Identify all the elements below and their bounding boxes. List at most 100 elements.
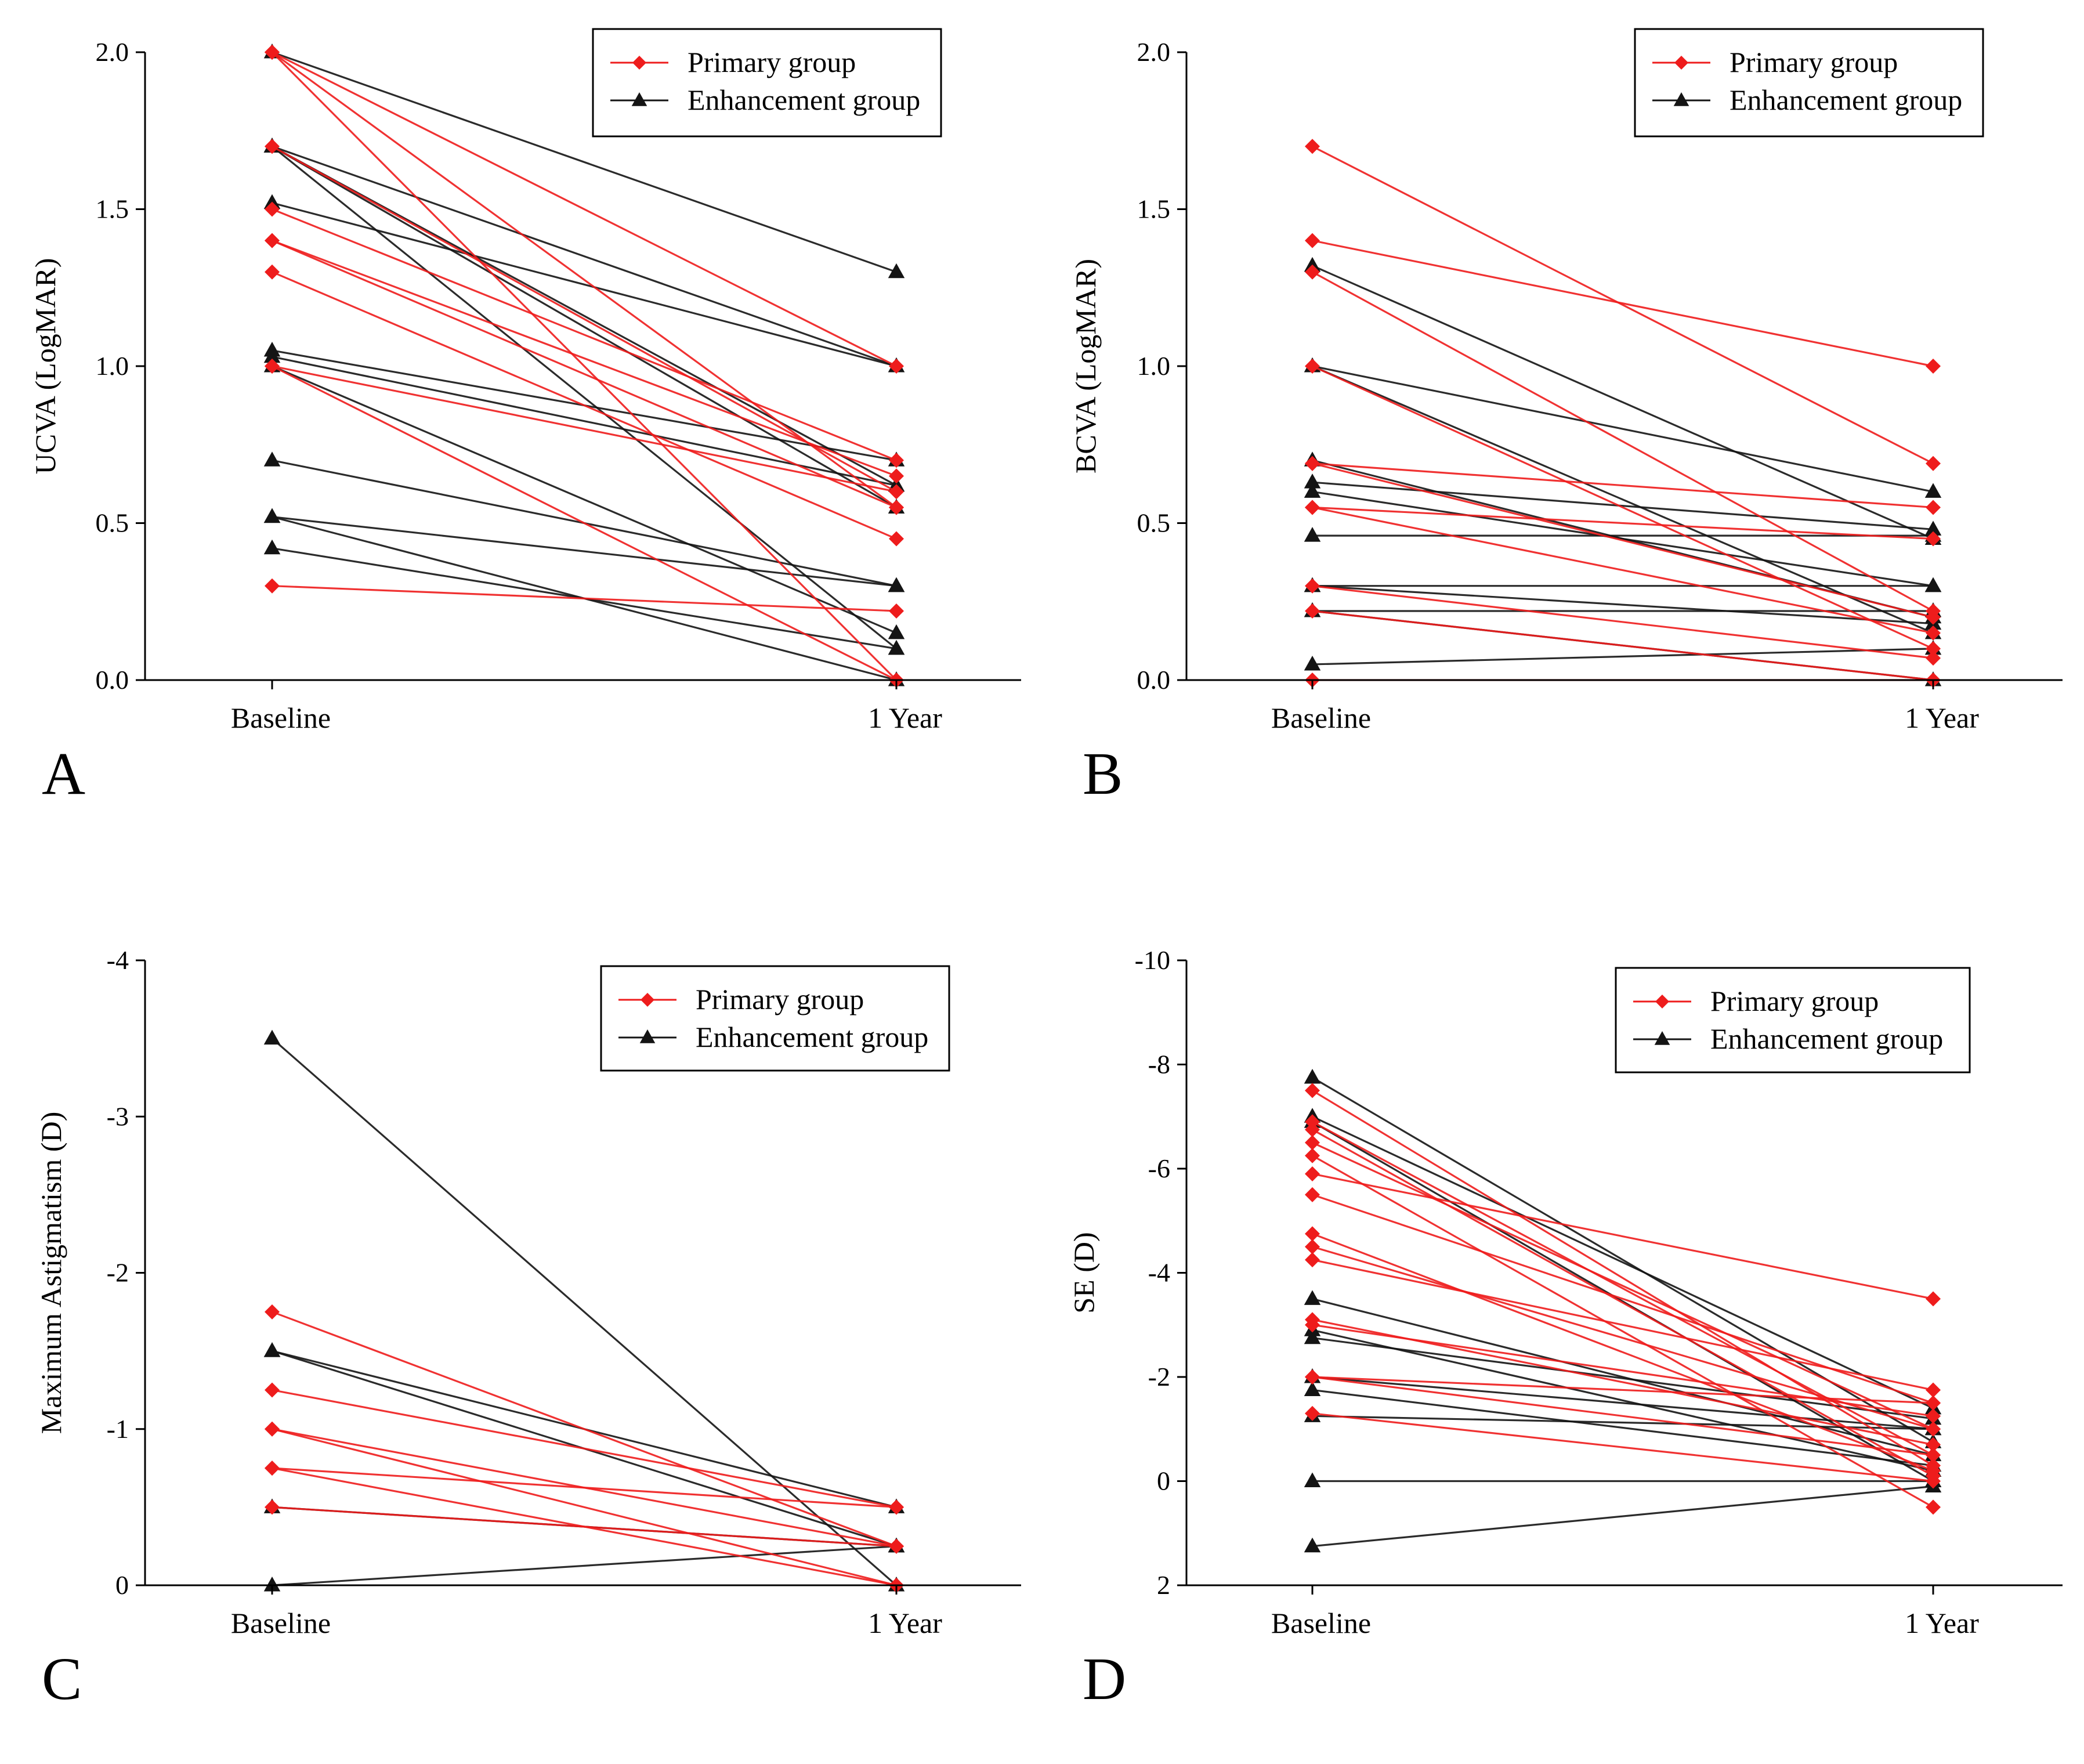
- legend-box: [592, 28, 942, 138]
- primary-diamond-marker: [889, 453, 904, 468]
- legend-triangle-marker: [639, 1029, 656, 1043]
- series-layer: [263, 1029, 905, 1593]
- primary-diamond-marker: [889, 603, 904, 619]
- primary-diamond-marker: [265, 578, 280, 594]
- panel-b: 0.0 0.5 1.0 1.5 2.0 Primary group Enhancemen…: [1069, 28, 2063, 807]
- enhancement-triangle-marker: [263, 451, 281, 467]
- y-tick-label: 0.5: [1137, 508, 1171, 538]
- primary-series-line: [1312, 1412, 1934, 1483]
- legend: Primary group Enhancement group: [1615, 967, 1971, 1073]
- y-tick-label: 1.5: [96, 194, 129, 224]
- primary-diamond-marker: [1305, 359, 1320, 374]
- y-tick-label: 1.0: [96, 351, 129, 381]
- x-tick-label-baseline: Baseline: [231, 702, 331, 734]
- primary-series-line: [1312, 1232, 1934, 1472]
- enhancement-series-line: [1312, 1376, 1934, 1430]
- enhancement-triangle-marker: [1304, 655, 1321, 671]
- primary-series-line: [1312, 610, 1934, 681]
- legend-diamond-marker: [1674, 56, 1688, 70]
- enhancement-series-line: [272, 356, 897, 487]
- primary-diamond-marker: [1926, 531, 1941, 547]
- enhancement-series-line: [1312, 481, 1934, 530]
- legend-box: [600, 965, 950, 1072]
- primary-series-line: [1312, 365, 1934, 650]
- series-layer: [263, 44, 905, 688]
- primary-diamond-marker: [1926, 1291, 1941, 1307]
- primary-series-line: [272, 51, 897, 367]
- primary-diamond-marker: [265, 45, 280, 60]
- series-layer: [1304, 139, 1942, 688]
- enhancement-series-line: [271, 1038, 898, 1586]
- primary-series-line: [1312, 240, 1934, 367]
- primary-diamond-marker: [1926, 1382, 1941, 1398]
- enhancement-triangle-marker: [888, 476, 905, 492]
- enhancement-series-line: [1312, 1337, 1934, 1420]
- x-tick-label-1-year: 1 Year: [1905, 1607, 1979, 1639]
- enhancement-triangle-marker: [1304, 1472, 1321, 1487]
- primary-diamond-marker: [1305, 1317, 1320, 1333]
- primary-diamond-marker: [265, 139, 280, 154]
- legend-diamond-marker: [1655, 995, 1669, 1008]
- y-tick-label: -8: [1148, 1050, 1170, 1079]
- primary-series-line: [272, 585, 897, 612]
- primary-diamond-marker: [265, 359, 280, 374]
- primary-diamond-marker: [1305, 1135, 1320, 1151]
- legend-label-enhancement: Enhancement group: [696, 1021, 928, 1053]
- primary-series-line: [272, 240, 897, 508]
- y-tick-label: -6: [1148, 1154, 1170, 1183]
- primary-series-line: [1312, 506, 1934, 634]
- x-tick-label-baseline: Baseline: [1271, 702, 1371, 734]
- enhancement-triangle-marker: [263, 1029, 281, 1045]
- enhancement-series-line: [1312, 585, 1934, 625]
- primary-diamond-marker: [265, 1304, 280, 1320]
- legend-label-primary: Primary group: [688, 46, 856, 78]
- y-tick-label: -4: [1148, 1258, 1170, 1288]
- panel-label: B: [1083, 740, 1123, 807]
- primary-diamond-marker: [1926, 650, 1941, 666]
- enhancement-triangle-marker: [263, 1342, 281, 1357]
- primary-diamond-marker: [265, 1499, 280, 1515]
- primary-diamond-marker: [1305, 1405, 1320, 1421]
- primary-diamond-marker: [889, 468, 904, 484]
- primary-series-line: [1312, 462, 1934, 509]
- enhancement-series-line: [1312, 1329, 1934, 1472]
- axes-layer: 0.0 0.5 1.0 1.5 2.0: [96, 37, 1021, 695]
- y-tick-label: 0.5: [96, 508, 129, 538]
- enhancement-series-line: [1312, 1485, 1934, 1548]
- primary-series-line: [272, 51, 897, 508]
- enhancement-series-line: [272, 51, 897, 273]
- primary-series-line: [1312, 1129, 1934, 1477]
- primary-diamond-marker: [889, 484, 904, 500]
- primary-series-line: [272, 365, 897, 681]
- y-axis-title: UCVA (LogMAR): [29, 258, 61, 475]
- panel-d: 2 0 -2 -4 -6 -8 -10 Primary group Enhancement …: [1068, 945, 2063, 1712]
- enhancement-triangle-marker: [1924, 483, 1942, 498]
- enhancement-series-line: [1312, 365, 1934, 634]
- legend-diamond-marker: [641, 993, 654, 1007]
- primary-series-line: [1312, 1141, 1934, 1430]
- y-tick-label: 0.0: [1137, 665, 1171, 695]
- x-tick-label-1-year: 1 Year: [868, 702, 942, 734]
- enhancement-series-line: [1312, 648, 1934, 666]
- legend: Primary group Enhancement group: [600, 965, 950, 1072]
- enhancement-series-line: [1312, 265, 1934, 540]
- primary-diamond-marker: [265, 201, 280, 217]
- x-tick-label-1-year: 1 Year: [1905, 702, 1979, 734]
- primary-diamond-marker: [265, 1461, 280, 1476]
- legend-triangle-marker: [1673, 92, 1689, 106]
- primary-diamond-marker: [1926, 1473, 1941, 1489]
- y-tick-label: -1: [107, 1414, 129, 1444]
- panel-label: D: [1083, 1646, 1126, 1712]
- enhancement-series-line: [1312, 365, 1934, 493]
- primary-diamond-marker: [1926, 609, 1941, 625]
- primary-diamond-marker: [1305, 603, 1320, 619]
- primary-diamond-marker: [1926, 500, 1941, 515]
- y-tick-label: 1.5: [1137, 194, 1171, 224]
- y-tick-label: 2.0: [1137, 37, 1171, 67]
- primary-diamond-marker: [1926, 1499, 1941, 1515]
- primary-series-line: [272, 1311, 897, 1548]
- primary-series-line: [272, 1467, 897, 1508]
- enhancement-series-line: [1312, 1115, 1934, 1409]
- y-axis-title: BCVA (LogMAR): [1069, 259, 1102, 473]
- primary-diamond-marker: [1305, 139, 1320, 154]
